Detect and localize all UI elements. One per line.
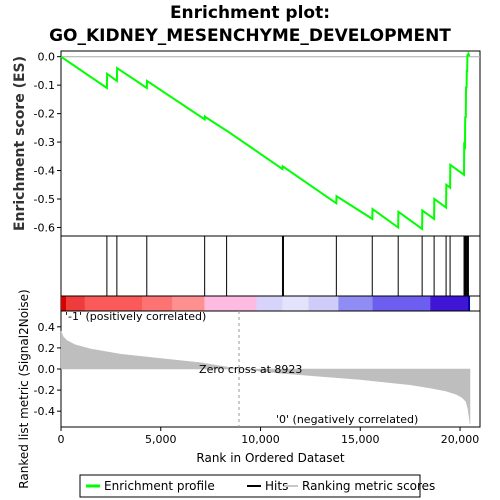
es-panel: 0.0 -0.1 -0.2 -0.3 -0.4 -0.5 -0.6 Enrichment sc… bbox=[12, 50, 481, 237]
metric-ylabel: Ranked list metric (Signal2Noise) bbox=[17, 289, 31, 488]
color-bar-segment-7 bbox=[282, 296, 309, 311]
metric-ytick-label-2: 0.0 bbox=[38, 363, 56, 376]
es-ytick-label-5: -0.5 bbox=[34, 193, 55, 206]
metric-ytick-label-0: 0.4 bbox=[38, 321, 56, 334]
hits-frame bbox=[60, 235, 481, 297]
xtick-label-4: 20,000 bbox=[441, 433, 480, 446]
es-ytick-label-6: -0.6 bbox=[34, 221, 55, 234]
xtick-label-2: 10,000 bbox=[241, 433, 280, 446]
ranking-metric-area bbox=[60, 330, 471, 424]
color-bar-segment-12 bbox=[468, 296, 471, 311]
metric-ytick-label-4: -0.4 bbox=[34, 405, 55, 418]
color-bar-segment-2 bbox=[84, 296, 143, 311]
title-line-1: Enrichment plot: bbox=[169, 3, 331, 23]
metric-ytick-label-1: 0.2 bbox=[38, 342, 56, 355]
chart-title: Enrichment plot: GO_KIDNEY_MESENCHYME_DE… bbox=[0, 2, 500, 48]
legend-label-2: Ranking metric scores bbox=[302, 479, 435, 493]
es-ylabel: Enrichment score (ES) bbox=[12, 56, 28, 231]
legend-label-0: Enrichment profile bbox=[104, 479, 215, 493]
color-bar-segment-5 bbox=[204, 296, 257, 311]
color-bar-segment-6 bbox=[256, 296, 283, 311]
es-ytick-label-0: 0.0 bbox=[38, 51, 56, 64]
xtick-label-1: 5,000 bbox=[145, 433, 177, 446]
hits-panel bbox=[60, 235, 481, 297]
color-bar-segment-4 bbox=[172, 296, 205, 311]
color-bar-segment-10 bbox=[372, 296, 431, 311]
color-bar-segment-8 bbox=[308, 296, 339, 311]
legend: Enrichment profile Hits Ranking metric sco… bbox=[79, 474, 435, 498]
metric-ytick-label-3: -0.2 bbox=[34, 384, 55, 397]
positive-correlation-label: '-1' (positively correlated) bbox=[65, 310, 206, 323]
title-line-2: GO_KIDNEY_MESENCHYME_DEVELOPMENT bbox=[49, 26, 451, 46]
es-ytick-label-2: -0.2 bbox=[34, 108, 55, 121]
negative-correlation-label: '0' (negatively correlated) bbox=[276, 413, 418, 426]
es-ytick-label-1: -0.1 bbox=[34, 79, 55, 92]
zero-cross-label: Zero cross at 8923 bbox=[199, 363, 302, 376]
color-bar bbox=[60, 295, 481, 312]
legend-label-1: Hits bbox=[265, 479, 288, 493]
color-bar-segment-1 bbox=[65, 296, 85, 311]
es-panel-frame bbox=[60, 50, 481, 237]
es-ytick-label-4: -0.4 bbox=[34, 165, 55, 178]
color-bar-segment-9 bbox=[338, 296, 373, 311]
color-bar-segment-3 bbox=[142, 296, 173, 311]
metric-panel: Zero cross at 8923 '-1' (positively corre… bbox=[17, 289, 481, 489]
enrichment-profile-line bbox=[60, 51, 471, 231]
x-axis-label: Rank in Ordered Dataset bbox=[196, 451, 344, 465]
xtick-label-3: 15,000 bbox=[341, 433, 380, 446]
color-bar-segment-0 bbox=[61, 296, 66, 311]
xtick-label-0: 0 bbox=[58, 433, 65, 446]
color-bar-segment-11 bbox=[430, 296, 469, 311]
es-ytick-label-3: -0.3 bbox=[34, 136, 55, 149]
